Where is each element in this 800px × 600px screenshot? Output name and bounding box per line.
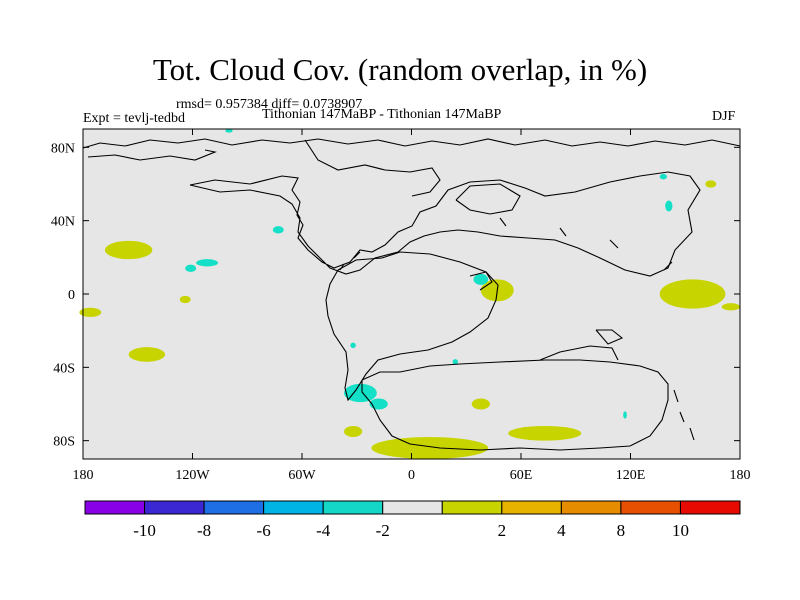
colorbar: -10 -8 -6 -4 -2 2 4 8 10 <box>84 500 741 540</box>
pacific-islands <box>339 217 619 271</box>
colorbar-label: 10 <box>672 521 689 540</box>
map-background <box>83 129 740 459</box>
y-tick-label: 40S <box>53 361 75 376</box>
y-tick-label: 80S <box>53 435 75 450</box>
colorbar-label: 2 <box>498 521 507 540</box>
anomaly-region-positive <box>659 279 726 309</box>
x-tick-label: 180 <box>73 468 94 483</box>
anomaly-region-negative <box>623 411 627 419</box>
anomaly-region-negative <box>272 226 284 234</box>
x-tick-label: 120W <box>175 468 210 483</box>
anomaly-region-positive <box>79 307 102 317</box>
colorbar-swatch <box>382 500 443 515</box>
anomaly-region-negative <box>665 200 673 212</box>
colorbar-label: -10 <box>133 521 156 540</box>
anomaly-region-positive <box>128 347 166 362</box>
anomaly-region-positive <box>705 180 717 188</box>
anomaly-region-positive <box>104 240 153 260</box>
colorbar-swatch <box>322 500 384 515</box>
gondwana-coastline <box>325 251 499 402</box>
arctic-coastline <box>82 138 741 149</box>
anomaly-region-negative <box>225 129 233 133</box>
colorbar-swatch <box>263 500 324 515</box>
coastlines <box>82 138 741 451</box>
x-tick-label: 180 <box>730 468 751 483</box>
anomaly-region-negative <box>343 383 377 403</box>
y-tick-label: 40N <box>51 215 75 230</box>
north-sea-coastline <box>304 139 441 197</box>
comparison-label: Tithonian 147MaBP - Tithonian 147MaBP <box>262 107 502 122</box>
anomaly-region-positive <box>508 426 582 441</box>
x-tick-label: 0 <box>408 468 415 483</box>
colorbar-swatch <box>560 500 622 515</box>
axis-ticks: 180 120W 60W 0 60E 120E 180 80N 40N 0 40S 80S <box>51 129 751 483</box>
colorbar-label: -8 <box>197 521 211 540</box>
anomaly-region-negative <box>196 259 219 267</box>
australia-edge <box>595 329 624 345</box>
stats-line: rmsd= 0.957384 diff= 0.0738907 <box>176 97 363 112</box>
southern-continent-coastline <box>361 359 669 451</box>
colorbar-swatch <box>501 500 562 515</box>
x-tick-label: 60W <box>288 468 316 483</box>
colorbar-label: -2 <box>376 521 390 540</box>
colorbar-swatch <box>679 500 741 515</box>
season-label: DJF <box>712 109 736 124</box>
colorbar-swatch <box>144 500 205 515</box>
colorbar-label: 4 <box>557 521 566 540</box>
anomaly-region-negative <box>369 398 388 410</box>
x-tick-label: 60E <box>510 468 533 483</box>
colorbar-swatch <box>441 500 503 515</box>
y-tick-label: 0 <box>68 288 75 303</box>
colorbar-swatch <box>620 500 681 515</box>
colorbar-label: -6 <box>257 521 271 540</box>
anomaly-region-negative <box>473 273 489 285</box>
x-tick-label: 120E <box>616 468 646 483</box>
colorbar-swatch <box>203 500 265 515</box>
expt-label: Expt = tevlj-tedbd <box>83 111 185 126</box>
tethys-island <box>469 271 493 291</box>
east-islands <box>663 261 695 441</box>
anomaly-region-positive <box>721 303 740 311</box>
anomaly-region-negative <box>185 264 197 273</box>
anomaly-region-positive <box>179 295 191 304</box>
chart-title: Tot. Cloud Cov. (random overlap, in %) <box>152 52 648 87</box>
arctic-coastline-2 <box>87 149 217 161</box>
anomaly-layer <box>79 129 740 459</box>
colorbar-swatch <box>84 500 146 515</box>
anomaly-region-negative <box>659 173 667 180</box>
anomaly-region-negative <box>350 342 356 349</box>
colorbar-label: 8 <box>617 521 626 540</box>
india-coastline <box>539 345 619 361</box>
y-tick-label: 80N <box>51 141 75 156</box>
inland-sea-coastline <box>455 183 521 215</box>
laurasia-coastline <box>189 171 701 277</box>
anomaly-region-positive <box>343 426 363 437</box>
anomaly-region-positive <box>471 398 490 410</box>
anomaly-region-negative <box>452 359 459 365</box>
colorbar-label: -4 <box>316 521 331 540</box>
anomaly-region-positive <box>371 437 489 459</box>
